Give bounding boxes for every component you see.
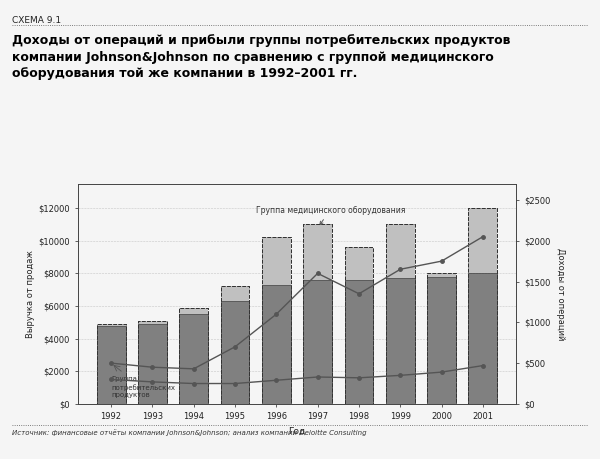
Text: Источник: финансовые отчёты компании Johnson&Johnson; анализ компании Deloitte C: Источник: финансовые отчёты компании Joh… — [12, 429, 367, 436]
Bar — [221, 286, 250, 404]
Bar — [262, 237, 291, 404]
Bar — [179, 314, 208, 404]
Bar — [138, 324, 167, 404]
Bar — [469, 274, 497, 404]
Bar — [427, 277, 456, 404]
Text: Доходы от операций и прибыли группы потребительских продуктов
компании Johnson&J: Доходы от операций и прибыли группы потр… — [12, 34, 511, 80]
Bar — [427, 274, 456, 277]
Bar — [469, 208, 497, 404]
Bar — [469, 208, 497, 404]
Bar — [262, 237, 291, 404]
X-axis label: Год: Год — [289, 427, 305, 436]
Bar — [427, 274, 456, 404]
Bar — [303, 224, 332, 404]
Bar — [97, 324, 125, 404]
Bar — [386, 224, 415, 404]
Text: СХЕМА 9.1: СХЕМА 9.1 — [12, 16, 61, 25]
Bar — [427, 274, 456, 404]
Bar — [344, 247, 373, 404]
Bar — [179, 308, 208, 404]
Bar — [303, 224, 332, 404]
Bar — [97, 324, 125, 325]
Bar — [262, 237, 291, 285]
Bar — [97, 324, 125, 404]
Bar — [262, 285, 291, 404]
Bar — [221, 286, 250, 301]
Text: Группа медицинского оборудования: Группа медицинского оборудования — [256, 206, 405, 224]
Bar — [97, 325, 125, 404]
Bar — [344, 280, 373, 404]
Y-axis label: Доходы от операций: Доходы от операций — [556, 247, 565, 340]
Bar — [303, 224, 332, 280]
Bar — [138, 321, 167, 404]
Y-axis label: Выручка от продаж: Выручка от продаж — [26, 250, 35, 338]
Text: Группа
потребительских
продуктов: Группа потребительских продуктов — [111, 376, 175, 398]
Bar — [221, 286, 250, 404]
Bar — [303, 280, 332, 404]
Bar — [386, 278, 415, 404]
Bar — [386, 224, 415, 404]
Bar — [138, 321, 167, 404]
Bar — [138, 321, 167, 324]
Bar — [386, 224, 415, 278]
Bar — [221, 301, 250, 404]
Bar — [344, 247, 373, 404]
Bar — [179, 308, 208, 314]
Bar — [179, 308, 208, 404]
Bar — [469, 208, 497, 274]
Bar — [344, 247, 373, 280]
